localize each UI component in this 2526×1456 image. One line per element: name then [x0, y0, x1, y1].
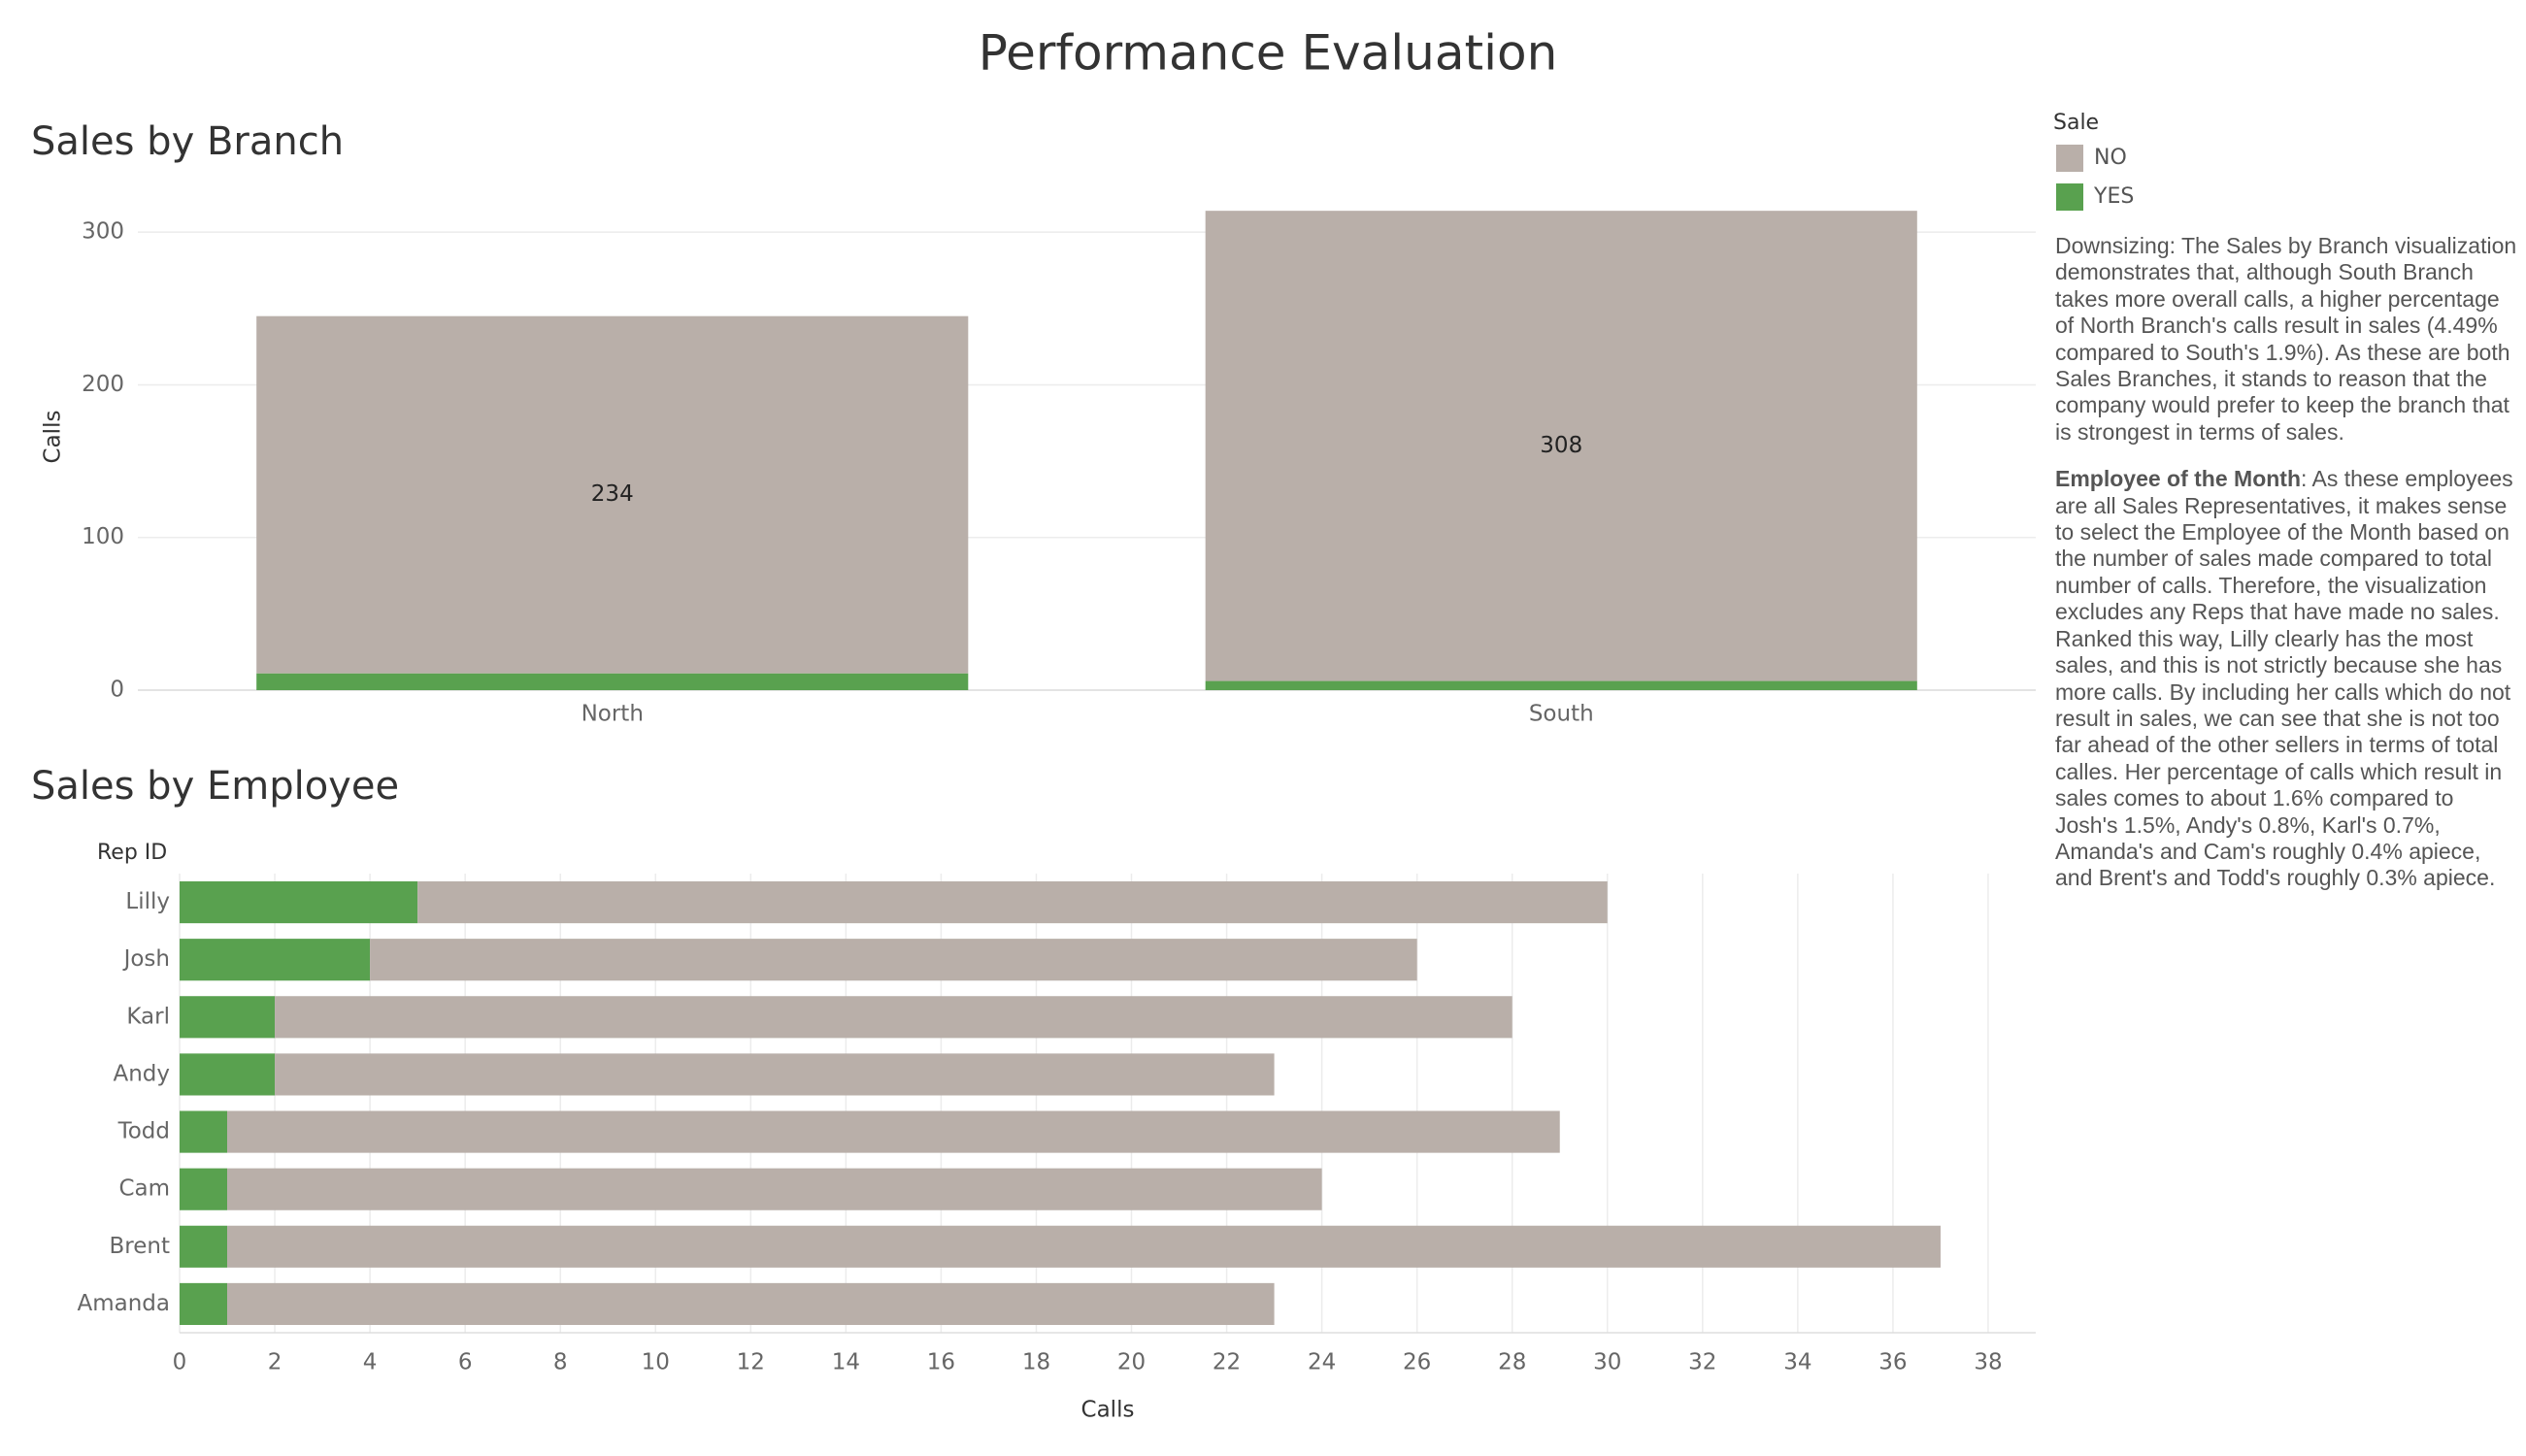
note: Employee of the Month: As these employee… — [2055, 466, 2519, 892]
x-tick-label: South — [1529, 702, 1594, 727]
y-tick-label: Josh — [122, 946, 170, 972]
bar-segment — [180, 1225, 228, 1268]
y-tick-label: Andy — [113, 1061, 170, 1086]
x-tick-label: 4 — [363, 1350, 378, 1375]
bar-segment — [275, 1053, 1275, 1096]
y-tick-label: Todd — [117, 1119, 170, 1144]
x-tick-label: 16 — [927, 1350, 955, 1375]
notes: Downsizing: The Sales by Branch visualiz… — [2055, 233, 2519, 912]
bar-segment — [180, 1110, 228, 1153]
x-tick-label: 18 — [1022, 1350, 1050, 1375]
category-axis-label: Rep ID — [97, 841, 167, 865]
bar-segment — [180, 996, 276, 1039]
note-text: : As these employees are all Sales Repre… — [2055, 466, 2513, 891]
x-tick-label: 30 — [1593, 1350, 1621, 1375]
y-tick-label: Amanda — [77, 1291, 170, 1316]
x-tick-label: 12 — [737, 1350, 765, 1375]
bar-segment — [180, 939, 371, 981]
bar-segment — [370, 939, 1417, 981]
note-text: Downsizing: The Sales by Branch visualiz… — [2055, 233, 2517, 445]
legend-swatch — [2056, 145, 2083, 172]
chart-title: Sales by Employee — [31, 764, 399, 809]
value-label: 234 — [591, 481, 634, 507]
x-tick-label: 38 — [1974, 1350, 2002, 1375]
y-axis-label: Calls — [41, 411, 66, 464]
x-tick-label: 6 — [458, 1350, 473, 1375]
chart-title: Sales by Branch — [31, 119, 344, 164]
y-tick-label: 0 — [110, 678, 124, 703]
x-tick-label: 36 — [1878, 1350, 1907, 1375]
x-tick-label: North — [582, 702, 644, 727]
bar-segment — [227, 1225, 1941, 1268]
dashboard-title: Performance Evaluation — [979, 25, 1558, 82]
bar-segment — [256, 673, 969, 690]
note: Downsizing: The Sales by Branch visualiz… — [2055, 233, 2519, 446]
y-tick-label: 300 — [82, 219, 124, 245]
x-tick-label: 8 — [553, 1350, 568, 1375]
x-tick-label: 26 — [1403, 1350, 1431, 1375]
y-tick-label: Karl — [126, 1004, 170, 1029]
y-tick-label: 100 — [82, 524, 124, 549]
legend-label: NO — [2094, 146, 2127, 170]
legend-label: YES — [2093, 184, 2134, 209]
legend-swatch — [2056, 183, 2083, 211]
x-tick-label: 20 — [1117, 1350, 1146, 1375]
y-tick-label: 200 — [82, 372, 124, 397]
bar-segment — [180, 1168, 228, 1210]
bar-segment — [417, 880, 1608, 924]
value-label: 308 — [1540, 433, 1582, 458]
bar-segment — [1205, 680, 1917, 690]
bar-segment — [180, 1282, 228, 1326]
bar-segment — [227, 1110, 1560, 1153]
x-tick-label: 32 — [1688, 1350, 1716, 1375]
x-tick-label: 2 — [268, 1350, 283, 1375]
bar-segment — [1205, 211, 1917, 681]
x-tick-label: 28 — [1498, 1350, 1526, 1375]
y-tick-label: Cam — [118, 1176, 170, 1202]
bar-segment — [180, 1053, 276, 1096]
bar-segment — [256, 315, 969, 674]
x-tick-label: 10 — [642, 1350, 670, 1375]
y-tick-label: Brent — [110, 1234, 170, 1259]
note-bold: Employee of the Month — [2055, 466, 2301, 492]
x-tick-label: 34 — [1783, 1350, 1811, 1375]
bar-segment — [227, 1282, 1275, 1326]
bar-segment — [227, 1168, 1322, 1210]
x-tick-label: 24 — [1308, 1350, 1336, 1375]
y-tick-label: Lilly — [125, 889, 170, 914]
x-tick-label: 22 — [1213, 1350, 1241, 1375]
x-tick-label: 0 — [173, 1350, 187, 1375]
x-tick-label: 14 — [832, 1350, 860, 1375]
bar-segment — [275, 996, 1512, 1039]
legend-title: Sale — [2053, 111, 2099, 135]
x-axis-label: Calls — [1081, 1398, 1135, 1423]
bar-segment — [180, 880, 418, 924]
